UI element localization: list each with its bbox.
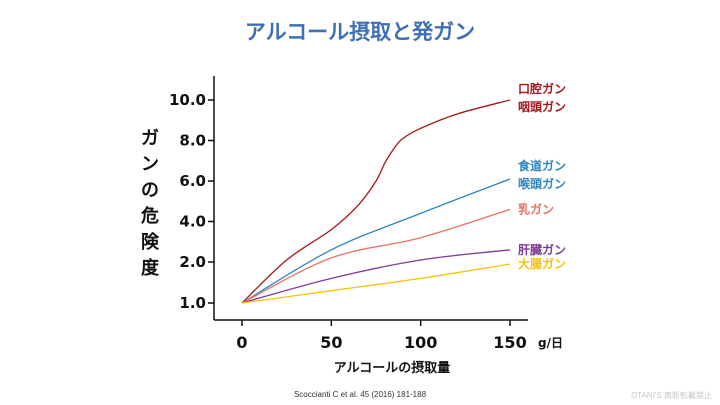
y-tick-label: 10.0 <box>169 91 206 109</box>
y-tick-label: 6.0 <box>179 172 206 190</box>
series-line-4 <box>241 263 511 304</box>
y-tick-label: 1.0 <box>179 294 206 312</box>
y-tick-label: 2.0 <box>179 253 206 271</box>
series-label: 口腔ガン <box>518 81 566 96</box>
citation: Scoccianti C et al. 45 (2016) 181-188 <box>293 390 427 399</box>
series-line-0 <box>241 99 511 304</box>
chart-title: アルコール摂取と発ガン <box>244 20 476 44</box>
y-axis-label: ガンの危険度 <box>141 128 159 279</box>
watermark: OTANI'S 無断転載禁止 <box>631 391 712 400</box>
y-tick-label: 4.0 <box>179 213 206 231</box>
y-tick-label: 8.0 <box>179 132 206 150</box>
series-line-2 <box>241 208 511 304</box>
series-label: 大腸ガン <box>518 256 566 271</box>
x-tick-label: 100 <box>404 333 437 352</box>
x-tick-label: 0 <box>236 333 247 352</box>
series-label: 咽頭ガン <box>518 99 566 114</box>
series-label: 乳ガン <box>518 201 554 216</box>
series-label: 喉頭ガン <box>518 176 566 191</box>
x-axis-label: アルコールの摂取量 <box>333 361 451 376</box>
x-tick-label: 50 <box>320 333 342 352</box>
x-axis-unit: g/日 <box>538 336 563 350</box>
x-tick-label: 150 <box>493 333 526 352</box>
series-line-1 <box>241 178 511 304</box>
series-label: 肝臓ガン <box>518 242 566 257</box>
series-label: 食道ガン <box>517 158 566 173</box>
series-line-3 <box>241 249 511 304</box>
